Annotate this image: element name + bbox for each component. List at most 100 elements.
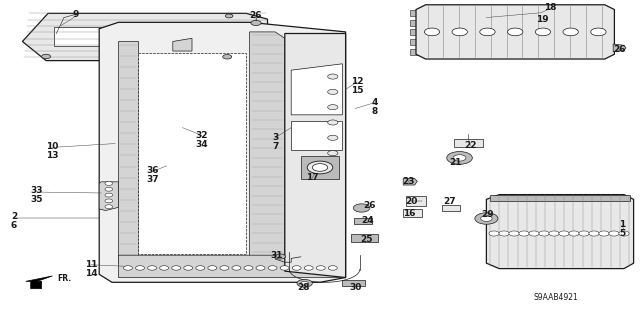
Circle shape: [301, 281, 308, 285]
Text: 9: 9: [72, 10, 79, 19]
Circle shape: [268, 266, 277, 270]
Circle shape: [591, 28, 606, 36]
Polygon shape: [99, 182, 118, 211]
Text: 5: 5: [619, 229, 625, 238]
Text: 15: 15: [351, 86, 364, 95]
Text: 19: 19: [536, 15, 549, 24]
Circle shape: [539, 231, 549, 236]
Circle shape: [447, 152, 472, 164]
Polygon shape: [250, 32, 285, 268]
Circle shape: [599, 231, 609, 236]
Polygon shape: [99, 22, 346, 282]
Circle shape: [136, 266, 145, 270]
Circle shape: [519, 231, 529, 236]
Text: 2: 2: [11, 212, 17, 221]
Polygon shape: [22, 13, 268, 61]
Circle shape: [481, 216, 492, 221]
Circle shape: [105, 199, 113, 203]
Text: 24: 24: [362, 216, 374, 225]
Text: 1: 1: [619, 220, 625, 229]
Circle shape: [196, 266, 205, 270]
Text: 16: 16: [403, 209, 416, 218]
Polygon shape: [442, 205, 460, 211]
Text: 4: 4: [371, 98, 378, 107]
Text: 11: 11: [84, 260, 97, 269]
Text: 17: 17: [306, 173, 319, 182]
Text: 14: 14: [84, 269, 97, 278]
Circle shape: [297, 279, 312, 287]
Text: 7: 7: [272, 142, 278, 151]
Circle shape: [589, 231, 599, 236]
Circle shape: [328, 135, 338, 140]
Circle shape: [353, 204, 370, 212]
Circle shape: [225, 14, 233, 18]
Circle shape: [328, 105, 338, 110]
Polygon shape: [118, 41, 138, 263]
Polygon shape: [613, 44, 626, 52]
Text: 23: 23: [402, 177, 415, 186]
Circle shape: [256, 266, 265, 270]
Bar: [410, 39, 417, 45]
Polygon shape: [291, 121, 342, 150]
Circle shape: [569, 231, 579, 236]
Text: 32: 32: [195, 131, 208, 140]
Circle shape: [480, 28, 495, 36]
Circle shape: [184, 266, 193, 270]
Circle shape: [208, 266, 217, 270]
Circle shape: [105, 193, 113, 197]
Text: S9AAB4921: S9AAB4921: [533, 293, 578, 302]
Polygon shape: [403, 179, 417, 185]
Polygon shape: [406, 196, 426, 206]
Text: 20: 20: [405, 197, 418, 206]
Circle shape: [489, 231, 499, 236]
Circle shape: [453, 155, 466, 161]
Polygon shape: [342, 280, 365, 286]
Text: 10: 10: [46, 142, 59, 151]
Text: 22: 22: [464, 141, 477, 150]
Circle shape: [312, 164, 328, 171]
Bar: [410, 20, 417, 26]
Circle shape: [304, 266, 313, 270]
Text: 25: 25: [360, 235, 372, 244]
Text: 13: 13: [46, 151, 59, 160]
Text: 37: 37: [146, 175, 159, 184]
Circle shape: [535, 28, 550, 36]
Text: 33: 33: [31, 186, 44, 195]
Text: 27: 27: [444, 197, 456, 206]
Text: 8: 8: [371, 107, 378, 116]
Circle shape: [563, 28, 579, 36]
Text: 26: 26: [250, 11, 262, 20]
Text: 31: 31: [270, 251, 283, 260]
Circle shape: [275, 254, 285, 259]
Circle shape: [549, 231, 559, 236]
Circle shape: [42, 54, 51, 59]
Bar: [410, 49, 417, 55]
Text: 30: 30: [349, 283, 362, 292]
Circle shape: [105, 187, 113, 191]
Text: 18: 18: [544, 4, 557, 12]
Circle shape: [529, 231, 539, 236]
Polygon shape: [301, 156, 339, 179]
Text: 34: 34: [195, 140, 208, 149]
Polygon shape: [138, 53, 246, 254]
Circle shape: [619, 231, 629, 236]
Circle shape: [508, 28, 523, 36]
Circle shape: [307, 161, 333, 174]
Circle shape: [105, 182, 113, 185]
Bar: [410, 10, 417, 16]
Polygon shape: [486, 195, 634, 269]
Polygon shape: [118, 255, 342, 278]
Text: 12: 12: [351, 77, 364, 86]
Circle shape: [499, 231, 509, 236]
Polygon shape: [291, 64, 342, 115]
Polygon shape: [416, 5, 614, 59]
Text: 28: 28: [297, 283, 310, 292]
Polygon shape: [403, 209, 422, 217]
Circle shape: [328, 266, 337, 270]
Circle shape: [328, 74, 338, 79]
Text: 35: 35: [31, 195, 44, 204]
Circle shape: [148, 266, 157, 270]
Text: 3: 3: [272, 133, 278, 142]
Text: 21: 21: [449, 158, 462, 167]
Polygon shape: [54, 27, 173, 46]
